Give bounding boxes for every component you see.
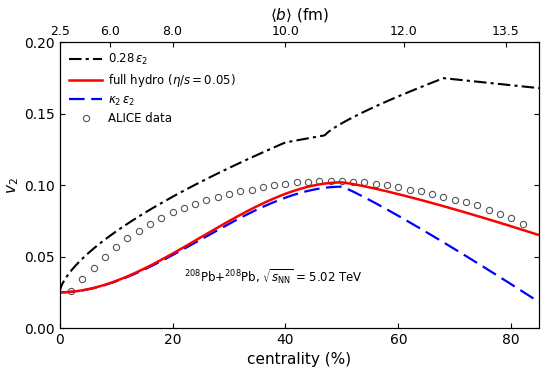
Legend: $0.28\,\varepsilon_2$, full hydro ($\eta/s = 0.05$), $\kappa_2\,\varepsilon_2$, : $0.28\,\varepsilon_2$, full hydro ($\eta… xyxy=(65,48,239,129)
X-axis label: $\langle b \rangle$ (fm): $\langle b \rangle$ (fm) xyxy=(270,6,329,23)
X-axis label: centrality (%): centrality (%) xyxy=(247,352,352,367)
Text: $^{208}$Pb+$^{208}$Pb, $\sqrt{s_{\mathrm{NN}}}$ = 5.02 TeV: $^{208}$Pb+$^{208}$Pb, $\sqrt{s_{\mathrm… xyxy=(184,267,363,286)
Y-axis label: $v_2$: $v_2$ xyxy=(5,177,21,194)
